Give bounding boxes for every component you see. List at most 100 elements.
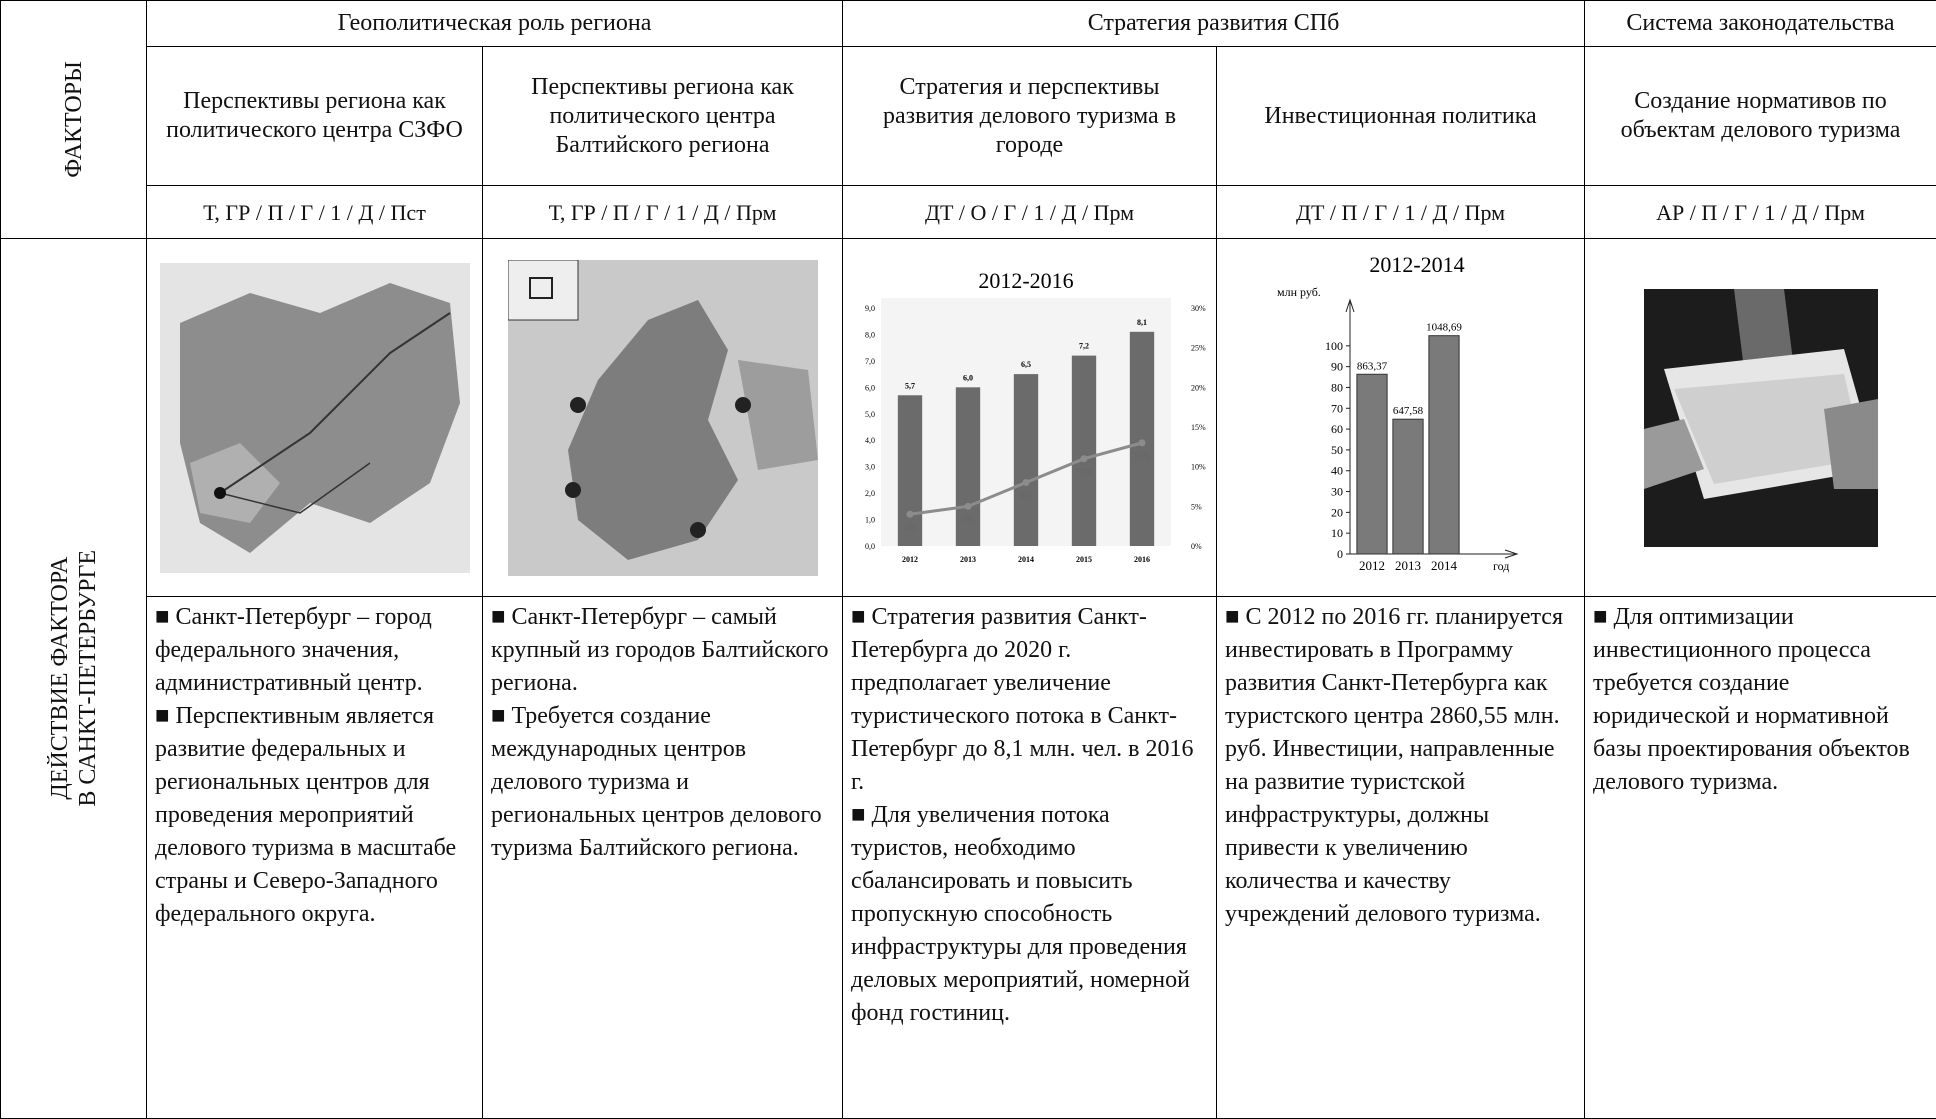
data-label: 8,1 (1137, 317, 1147, 326)
image-row: ДЕЙСТВИЕ ФАКТОРА В САНКТ-ПЕТЕРБУРГЕ (1, 239, 1936, 597)
y-tick-label: 40 (1331, 463, 1343, 477)
data-label: 11% (1076, 466, 1093, 476)
y-tick-label: 60 (1331, 422, 1343, 436)
y-tick-label: 6,0 (865, 383, 875, 392)
chart: 2012-20160,01,02,03,04,05,06,07,08,09,00… (843, 240, 1217, 596)
factor-code: Т, ГР / П / Г / 1 / Д / Прм (483, 186, 843, 239)
chart-title: 2012-2014 (1369, 252, 1464, 277)
data-label: 7,2 (1079, 341, 1089, 350)
y-tick-label: 2,0 (865, 489, 875, 498)
factor-code: АР / П / Г / 1 / Д / Прм (1585, 186, 1936, 239)
bar (1130, 331, 1154, 545)
y2-tick-label: 20% (1191, 383, 1206, 392)
photo-image (1644, 289, 1878, 547)
code-row: Т, ГР / П / Г / 1 / Д / Пст Т, ГР / П / … (1, 186, 1936, 239)
line-point (965, 502, 972, 509)
row-header: ДЕЙСТВИЕ ФАКТОРА В САНКТ-ПЕТЕРБУРГЕ (46, 550, 102, 807)
factor-code: Т, ГР / П / Г / 1 / Д / Пст (147, 186, 483, 239)
map-image (160, 263, 470, 573)
y2-tick-label: 10% (1191, 462, 1206, 471)
x-tick-label: 2013 (1395, 558, 1421, 573)
data-label: 8% (1020, 490, 1033, 500)
row-header-line: ДЕЙСТВИЕ ФАКТОРА (47, 557, 73, 800)
y2-tick-label: 5% (1191, 502, 1202, 511)
bar (1014, 374, 1038, 546)
line-point (907, 510, 914, 517)
x-tick-label: 2014 (1431, 558, 1458, 573)
description: ■ Санкт-Петербург – самый крупный из гор… (483, 597, 843, 1119)
row-header-cell: ДЕЙСТВИЕ ФАКТОРА В САНКТ-ПЕТЕРБУРГЕ (1, 239, 147, 1119)
description-paragraph: ■ С 2012 по 2016 гг. планируется инвести… (1225, 601, 1576, 931)
chart-title: 2012-2016 (978, 268, 1073, 293)
bar (1357, 374, 1387, 554)
y-tick-label: 3,0 (865, 462, 875, 471)
y2-tick-label: 30% (1191, 304, 1206, 313)
description-paragraph: ■ Требуется создание международных центр… (491, 700, 834, 865)
x-tick-label: 2013 (960, 555, 976, 564)
description-paragraph: ■ Санкт-Петербург – город федерального з… (155, 601, 474, 700)
x-tick-label: 2016 (1134, 555, 1150, 564)
data-label: 863,37 (1357, 360, 1388, 372)
description-row: ■ Санкт-Петербург – город федерального з… (1, 597, 1936, 1119)
y-tick-label: 4,0 (865, 436, 875, 445)
row-header-cell: ФАКТОРЫ (1, 1, 147, 239)
description-paragraph: ■ Для оптимизации инвестиционного процес… (1593, 601, 1928, 799)
data-label: 5,7 (905, 381, 915, 390)
image-cell (147, 239, 483, 597)
image-cell (1585, 239, 1936, 597)
x-tick-label: 2014 (1018, 555, 1034, 564)
factor-title: Стратегия и перспективы развития деловог… (843, 47, 1217, 186)
bar (1429, 335, 1459, 553)
factor-code: ДТ / О / Г / 1 / Д / Прм (843, 186, 1217, 239)
y-tick-label: 9,0 (865, 304, 875, 313)
data-label: 13% (1134, 450, 1151, 460)
group-header: Стратегия развития СПб (843, 1, 1585, 47)
x-tick-label: 2012 (902, 555, 918, 564)
y-tick-label: 8,0 (865, 330, 875, 339)
y-tick-label: 10 (1331, 526, 1343, 540)
factor-title: Перспективы региона как политического це… (147, 47, 483, 186)
y-tick-label: 7,0 (865, 356, 875, 365)
description: ■ Стратегия развития Санкт-Петербурга до… (843, 597, 1217, 1119)
y-tick-label: 0,0 (865, 542, 875, 551)
data-label: 4% (904, 522, 917, 532)
description-paragraph: ■ Стратегия развития Санкт-Петербурга до… (851, 601, 1208, 799)
factor-title: Инвестиционная политика (1217, 47, 1585, 186)
y-tick-label: 1,0 (865, 515, 875, 524)
description: ■ С 2012 по 2016 гг. планируется инвести… (1217, 597, 1585, 1119)
y-tick-label: 0 (1337, 547, 1343, 561)
map-image (508, 260, 818, 576)
description-paragraph: ■ Санкт-Петербург – самый крупный из гор… (491, 601, 834, 700)
row-header: ФАКТОРЫ (60, 61, 88, 178)
bar (1072, 355, 1096, 545)
line-point (1139, 439, 1146, 446)
title-row: Перспективы региона как политического це… (1, 47, 1936, 186)
factor-title: Создание нормативов по объектам делового… (1585, 47, 1936, 186)
row-header-line: В САНКТ-ПЕТЕРБУРГЕ (75, 550, 101, 807)
y-tick-label: 80 (1331, 380, 1343, 394)
data-label: 5% (962, 514, 975, 524)
data-label: 6,0 (963, 373, 973, 382)
group-header: Система законодательства (1585, 1, 1936, 47)
y-tick-label: 30 (1331, 484, 1343, 498)
y2-tick-label: 0% (1191, 542, 1202, 551)
data-label: 1048,69 (1426, 321, 1462, 333)
y2-tick-label: 25% (1191, 343, 1206, 352)
group-header: Геополитическая роль региона (147, 1, 843, 47)
y-tick-label: 20 (1331, 505, 1343, 519)
y-tick-label: 50 (1331, 442, 1343, 456)
line-point (1081, 455, 1088, 462)
x-tick-label: 2012 (1359, 558, 1385, 573)
y2-tick-label: 15% (1191, 423, 1206, 432)
data-label: 647,58 (1393, 405, 1424, 417)
y-axis-label: млн руб. (1277, 285, 1321, 299)
factor-title: Перспективы региона как политического це… (483, 47, 843, 186)
y-tick-label: 90 (1331, 359, 1343, 373)
description: ■ Для оптимизации инвестиционного процес… (1585, 597, 1936, 1119)
y-tick-label: 100 (1325, 338, 1343, 352)
